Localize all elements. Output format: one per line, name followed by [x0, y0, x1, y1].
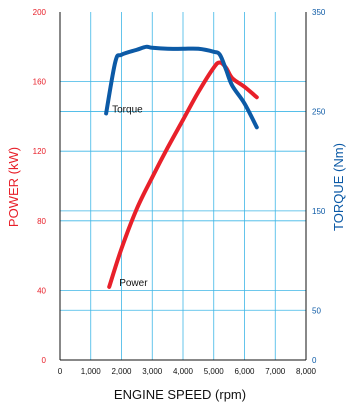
- x-tick-label: 5,000: [204, 367, 225, 376]
- y2-tick-label: 0: [312, 356, 317, 365]
- tick-labels: 0 1,000 2,000 3,000 4,000 5,000 6,000 7,000 8,00…: [33, 8, 326, 376]
- x-tick-label: 1,000: [81, 367, 102, 376]
- series-lines: [104, 44, 259, 289]
- x-tick-label: 8,000: [296, 367, 317, 376]
- x-tick-label: 2,000: [111, 367, 132, 376]
- x-axis-title: ENGINE SPEED (rpm): [114, 387, 246, 402]
- power-line: [107, 60, 259, 289]
- y-tick-label: 0: [42, 356, 47, 365]
- y2-tick-label: 250: [312, 107, 326, 116]
- y-tick-label: 200: [33, 8, 47, 17]
- x-tick-label: 3,000: [142, 367, 163, 376]
- y2-tick-label: 150: [312, 207, 326, 216]
- x-tick-label: 0: [58, 367, 63, 376]
- torque-line: [104, 44, 259, 130]
- y-tick-label: 160: [33, 78, 47, 87]
- y-tick-label: 80: [37, 217, 46, 226]
- y-tick-label: 40: [37, 286, 46, 295]
- torque-series-label: Torque: [112, 104, 143, 115]
- right-axis-title: TORQUE (Nm): [331, 143, 346, 231]
- x-tick-label: 6,000: [234, 367, 255, 376]
- grid: [60, 12, 306, 360]
- x-tick-label: 7,000: [265, 367, 286, 376]
- y2-tick-label: 50: [312, 306, 321, 315]
- left-axis-title: POWER (kW): [6, 147, 21, 227]
- power-series-label: Power: [119, 278, 148, 289]
- x-tick-label: 4,000: [173, 367, 194, 376]
- axes: [59, 12, 307, 361]
- y-tick-label: 120: [33, 147, 47, 156]
- y2-tick-label: 350: [312, 8, 326, 17]
